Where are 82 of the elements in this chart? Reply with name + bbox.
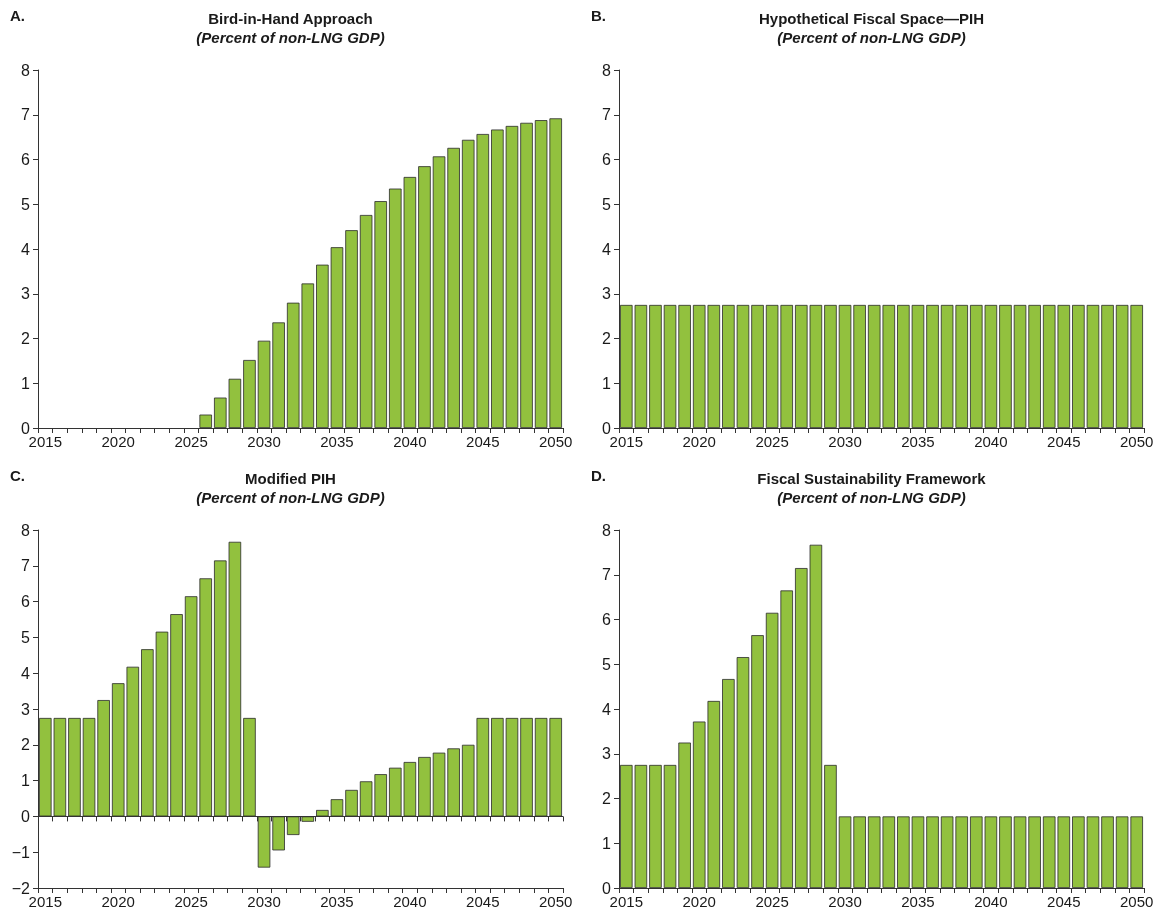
x-tick-label: 2030 (828, 433, 862, 450)
x-tick-label: 2035 (901, 433, 935, 450)
y-tick-label: 3 (602, 285, 612, 303)
text: C. (10, 467, 25, 484)
x-tick-label: 2025 (174, 893, 208, 910)
y-tick-label: 6 (21, 151, 31, 168)
x-tick-label: 2040 (974, 433, 1008, 450)
x-tick-label: 2025 (755, 433, 789, 450)
x-tick-label: 2050 (1120, 893, 1154, 910)
x-tick-label: 2045 (1047, 433, 1081, 450)
chart-title: Hypothetical Fiscal Space—PIH (758, 10, 985, 27)
y-tick-label: 0 (602, 419, 612, 437)
x-tick-label: 2020 (101, 893, 135, 910)
y-tick-label: 8 (21, 521, 31, 539)
chart-subtitle: (Percent of non-LNG GDP) (196, 489, 385, 506)
y-tick-label: 2 (21, 736, 31, 754)
y-tick-label: 7 (602, 106, 612, 124)
x-tick-label: 2020 (101, 433, 135, 450)
x-tick-label: 2025 (755, 893, 789, 910)
x-tick-label: 2030 (828, 893, 862, 910)
chart-subtitle: (Percent of non-LNG GDP) (777, 29, 966, 46)
y-tick-label: 7 (21, 106, 31, 124)
x-tick-label: 2015 (28, 893, 62, 910)
x-tick-label: 2030 (247, 893, 281, 910)
x-tick-label: 2035 (320, 433, 354, 450)
y-tick-label: −2 (11, 879, 31, 897)
y-tick-label: 8 (21, 61, 31, 79)
y-tick-label: 0 (602, 879, 612, 897)
text: A. (10, 7, 25, 24)
y-tick-label: 1 (602, 374, 612, 392)
y-tick-label: 1 (21, 772, 31, 790)
x-tick-label: 2040 (393, 433, 427, 450)
x-tick-label: 2015 (609, 433, 643, 450)
y-tick-label: 4 (21, 664, 31, 682)
y-tick-label: 5 (602, 655, 612, 673)
x-tick-label: 2035 (320, 893, 354, 910)
chart-subtitle: (Percent of non-LNG GDP) (777, 489, 966, 506)
x-tick-label: 2040 (974, 893, 1008, 910)
x-tick-label: 2035 (901, 893, 935, 910)
y-tick-label: 6 (602, 611, 612, 628)
x-tick-label: 2040 (393, 893, 427, 910)
x-tick-label: 2050 (539, 893, 573, 910)
x-tick-label: 2050 (539, 433, 573, 450)
y-tick-label: 2 (21, 330, 31, 347)
x-tick-label: 2020 (682, 433, 716, 450)
chart-title: Fiscal Sustainability Framework (757, 470, 987, 487)
x-tick-label: 2045 (466, 433, 500, 450)
y-tick-label: 7 (602, 566, 612, 584)
y-tick-label: 3 (21, 700, 31, 718)
x-tick-label: 2030 (247, 433, 281, 450)
x-tick-label: 2025 (174, 433, 208, 450)
x-tick-label: 2020 (682, 893, 716, 910)
y-tick-label: 0 (21, 419, 31, 437)
text: D. (591, 467, 606, 484)
chart-title: Bird-in-Hand Approach (208, 10, 373, 27)
y-tick-label: 4 (602, 240, 612, 258)
chart-subtitle: (Percent of non-LNG GDP) (196, 29, 385, 46)
y-tick-label: 3 (21, 285, 31, 303)
y-tick-label: 4 (602, 700, 612, 718)
y-tick-label: 2 (602, 330, 612, 347)
y-tick-label: 2 (602, 790, 612, 807)
y-tick-label: 8 (602, 61, 612, 79)
y-tick-label: 1 (602, 834, 612, 852)
y-tick-label: 5 (602, 195, 612, 213)
x-tick-label: 2045 (466, 893, 500, 910)
y-tick-label: 4 (21, 240, 31, 258)
y-tick-label: 0 (21, 807, 31, 825)
x-tick-label: 2045 (1047, 893, 1081, 910)
x-tick-label: 2050 (1120, 433, 1154, 450)
y-tick-label: 6 (21, 593, 31, 611)
y-tick-label: −1 (11, 843, 31, 861)
x-tick-label: 2015 (609, 893, 643, 910)
chart-title: Modified PIH (245, 470, 336, 487)
y-tick-label: 6 (602, 151, 612, 168)
y-tick-label: 8 (602, 521, 612, 539)
y-tick-label: 3 (602, 745, 612, 763)
y-tick-label: 7 (21, 557, 31, 575)
text: B. (591, 7, 606, 24)
y-tick-label: 5 (21, 628, 31, 646)
y-tick-label: 1 (21, 374, 31, 392)
y-tick-label: 5 (21, 195, 31, 213)
x-tick-label: 2015 (28, 433, 62, 450)
